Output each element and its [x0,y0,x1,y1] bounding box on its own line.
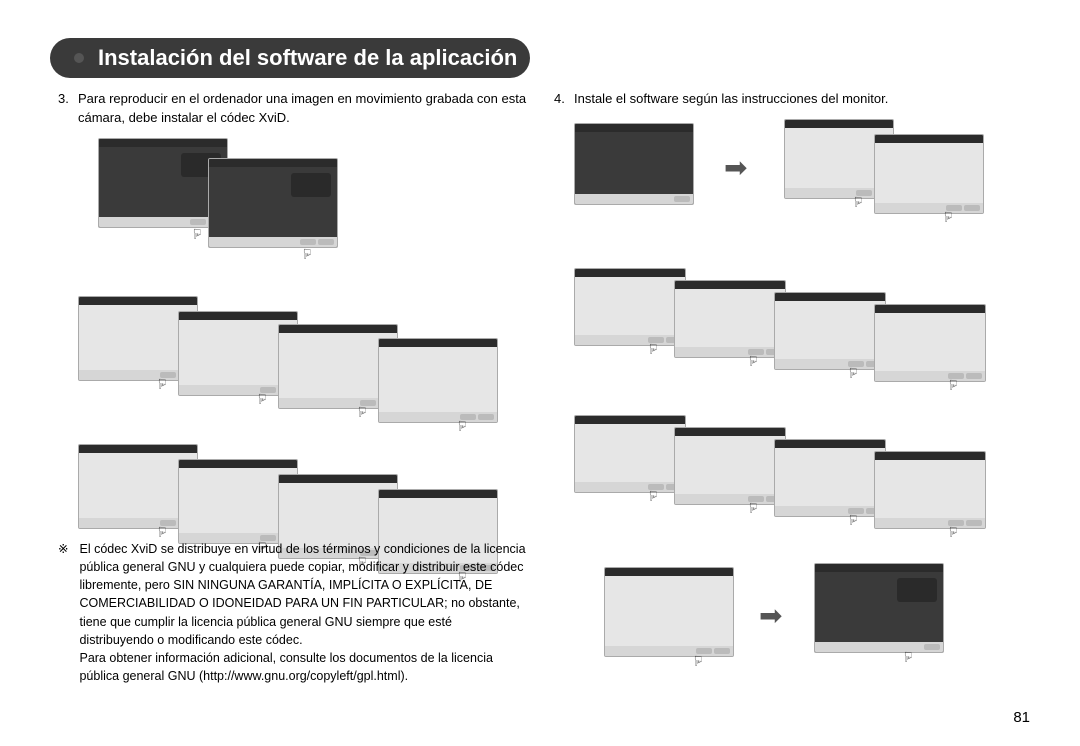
screenshot-r3-b [674,427,786,505]
note-para1: El códec XviD se distribuye en virtud de… [79,542,525,647]
cursor-icon: ☟ [694,653,703,670]
note-body: El códec XviD se distribuye en virtud de… [79,540,527,685]
cluster-l2: ☟ ☟ ☟ ☟ [58,296,528,416]
screenshot-r2-b [674,280,786,358]
step4-text: 4. Instale el software según las instruc… [554,90,1024,109]
cursor-icon: ☟ [193,226,202,243]
screenshot-r1-installer [574,123,694,205]
cursor-icon: ☟ [458,418,467,435]
step3-body: Para reproducir en el ordenador una imag… [78,90,528,128]
title-banner: Instalación del software de la aplicació… [50,38,530,78]
cursor-icon: ☟ [749,353,758,370]
cursor-icon: ☟ [949,377,958,394]
banner-title: Instalación del software de la aplicació… [98,45,517,71]
screenshot-r4-wizard [604,567,734,657]
cluster-r1: ➡ ☟ ☟ [554,119,1024,224]
cursor-icon: ☟ [649,488,658,505]
screenshot-r2-c [774,292,886,370]
cursor-icon: ☟ [854,194,863,211]
step3-text: 3. Para reproducir en el ordenador una i… [58,90,528,128]
screenshot-r2-d [874,304,986,382]
left-column: 3. Para reproducir en el ordenador una i… [58,90,528,514]
screenshot-installer-2 [208,158,338,248]
note-para2: Para obtener información adicional, cons… [79,651,492,683]
banner-dot [74,53,84,63]
cursor-icon: ☟ [849,365,858,382]
cursor-icon: ☟ [949,524,958,541]
screenshot-r2-a [574,268,686,346]
screenshot-r1-b [874,134,984,214]
cursor-icon: ☟ [358,404,367,421]
cursor-icon: ☟ [303,246,312,263]
cursor-icon: ☟ [258,391,267,408]
right-column: 4. Instale el software según las instruc… [554,90,1024,558]
screenshot-r3-d [874,451,986,529]
arrow-right-icon: ➡ [724,151,747,184]
screenshot-r3-c [774,439,886,517]
cursor-icon: ☟ [158,376,167,393]
cursor-icon: ☟ [904,649,913,666]
note-block: ※ El códec XviD se distribuye en virtud … [58,540,528,685]
note-mark: ※ [58,540,76,558]
cluster-r4: ➡ ☟ ☟ [554,563,1024,663]
cluster-r2: ☟ ☟ ☟ ☟ [554,268,1024,373]
cluster-r3: ☟ ☟ ☟ ☟ [554,415,1024,520]
cursor-icon: ☟ [158,524,167,541]
screenshot-r3-a [574,415,686,493]
step3-num: 3. [58,90,78,128]
cursor-icon: ☟ [749,500,758,517]
screenshot-r4-installer [814,563,944,653]
cursor-icon: ☟ [849,512,858,529]
screenshot-wizard-4 [378,338,498,423]
cursor-icon: ☟ [649,341,658,358]
page-number: 81 [1013,709,1030,726]
step4-num: 4. [554,90,574,109]
cursor-icon: ☟ [944,209,953,226]
step4-body: Instale el software según las instruccio… [574,90,1024,109]
cluster-l1: ☟ ☟ [58,138,528,248]
arrow-right-icon: ➡ [759,599,782,632]
